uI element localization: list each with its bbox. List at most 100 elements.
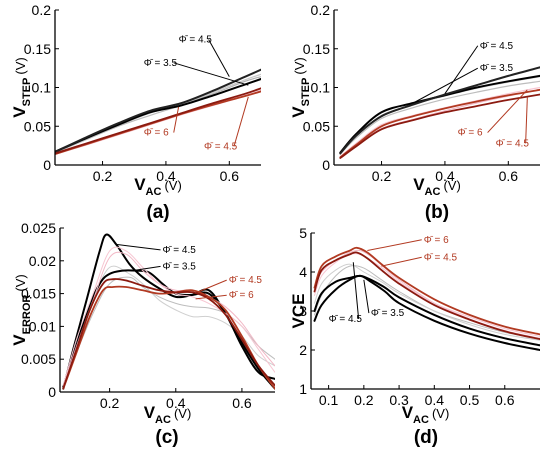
annotation-label: Φ̄ = 4.5: [480, 41, 514, 52]
series-line-5: [62, 251, 275, 386]
annotation-leader: [367, 239, 422, 252]
annotation-leader: [352, 262, 360, 319]
series-line-7: [62, 285, 275, 390]
annotation-leader: [116, 243, 161, 251]
y-tick-label: 0.15: [24, 41, 51, 57]
series-line-4: [313, 274, 540, 347]
x-axis-label: VAC (V): [402, 403, 450, 426]
annotation-label: Φ̄ = 4.5: [424, 252, 458, 263]
annotation-label: Φ̄ = 4.5: [496, 138, 530, 149]
series-line-2: [314, 263, 540, 341]
x-tick-label: 0.2: [100, 395, 120, 411]
series-group: [55, 68, 261, 156]
y-tick-label: 0.2: [32, 2, 52, 18]
y-axis-label: VCE: [289, 294, 308, 329]
series-line-6: [314, 253, 540, 337]
y-tick-label: 1: [299, 381, 307, 397]
annotation-label: Φ̄ = 6: [424, 235, 449, 246]
annotation-leader: [195, 294, 227, 300]
series-line-5: [314, 249, 540, 339]
y-tick-label: 0: [43, 157, 51, 173]
series-line-3: [62, 233, 275, 390]
annotation-leader: [173, 62, 249, 86]
series-line-3: [313, 274, 540, 351]
x-tick-label: 0.4: [425, 392, 445, 408]
annotation-label: Φ̄ = 3.5: [163, 261, 197, 272]
annotation-label: Φ̄ = 6: [144, 128, 169, 139]
annotation-leader: [132, 265, 161, 272]
y-tick-label: 5: [299, 225, 307, 241]
annotation-leader: [525, 97, 528, 144]
y-axis-label: VSTEP(V): [10, 57, 33, 117]
series-line-4: [62, 269, 275, 388]
annotation-label: Φ̄ = 4.5: [204, 142, 238, 153]
annotation-label: Φ̄ = 3.5: [144, 58, 178, 69]
series-line-8: [313, 251, 540, 340]
annotation-leader: [381, 256, 422, 267]
series-line-9: [55, 87, 261, 155]
x-tick-label: 0.6: [220, 168, 240, 184]
panel-c: 0 0.005 0.01 0.015 0.02 0.025 0.2 0.4 0.6 Φ̄ = 4.…: [10, 220, 275, 448]
x-axis-label: VAC (V): [413, 175, 461, 198]
series-line-4: [339, 66, 540, 155]
series-line-7: [339, 88, 540, 159]
annotation-label: Φ̄ = 3.5: [371, 308, 405, 319]
annotation-label: Φ̄ = 6: [458, 128, 483, 139]
annotation-leader: [208, 39, 230, 77]
x-tick-label: 0.5: [460, 392, 480, 408]
y-tick-label: 0.2: [311, 2, 331, 18]
y-axis-label: VERROR(V): [10, 274, 33, 345]
y-tick-label: 3: [299, 303, 307, 319]
x-tick-label: 0.6: [232, 395, 252, 411]
annotation-label: Φ̄ = 4.5: [329, 314, 363, 325]
x-tick-label: 0.2: [372, 168, 392, 184]
annotation-label: Φ̄ = 4.5: [163, 245, 197, 256]
annotation-leader: [198, 279, 227, 293]
annotation-leader: [233, 96, 249, 147]
y-tick-label: 0.025: [21, 220, 56, 236]
y-tick-label: 0.05: [24, 118, 51, 134]
series-group: [313, 246, 540, 351]
series-line-1: [339, 80, 540, 155]
series-line-1: [314, 265, 540, 339]
x-tick-label: 0.4: [156, 168, 176, 184]
y-tick-label: 0.005: [21, 351, 56, 367]
x-tick-label: 0.1: [319, 392, 339, 408]
annotation-leader: [363, 279, 370, 314]
series-line-5: [55, 68, 261, 153]
x-tick-label: 0.6: [499, 168, 519, 184]
y-tick-label: 0.1: [311, 80, 331, 96]
panel-d: 1 2 3 4 5 0.1 0.2 0.3 0.4 0.5 0.6 Φ̄ = 6 Φ̄ = 4.5 Φ̄ …: [289, 225, 540, 448]
y-axis-label: VSTEP(V): [289, 57, 312, 117]
y-tick-label: 0.15: [303, 41, 330, 57]
x-tick-label: 0.2: [354, 392, 374, 408]
panel-b: 0 0.05 0.1 0.15 0.2 0.2 0.4 0.6 Φ̄ = 4.5 Φ̄ = 3.5…: [289, 2, 540, 223]
x-axis-label: VAC (V): [134, 175, 182, 198]
annotation-label: Φ̄ = 6: [229, 290, 254, 301]
y-tick-label: 0.05: [303, 118, 330, 134]
annotation-label: Φ̄ = 3.5: [480, 63, 514, 74]
series-group: [339, 66, 540, 159]
annotation-leader: [487, 89, 528, 133]
series-group: [62, 233, 275, 390]
panel-label: (a): [146, 202, 169, 223]
series-line-6: [62, 246, 275, 386]
y-tick-label: 0.01: [29, 318, 56, 334]
panel-label: (c): [155, 427, 178, 448]
y-tick-label: 0.02: [29, 253, 56, 269]
y-tick-label: 4: [299, 264, 307, 280]
y-tick-label: 2: [299, 342, 307, 358]
x-tick-label: 0.4: [166, 395, 186, 411]
series-line-8: [62, 278, 275, 389]
series-line-8: [339, 93, 540, 159]
x-tick-label: 0.2: [93, 168, 113, 184]
y-tick-label: 0: [322, 157, 330, 173]
y-tick-label: 0.015: [21, 286, 56, 302]
annotation-leader: [173, 106, 180, 133]
x-tick-label: 0.3: [389, 392, 409, 408]
annotation-leader: [444, 45, 479, 94]
x-tick-label: 0.6: [495, 392, 515, 408]
annotation-leader: [412, 67, 479, 104]
series-line-7: [313, 246, 540, 336]
